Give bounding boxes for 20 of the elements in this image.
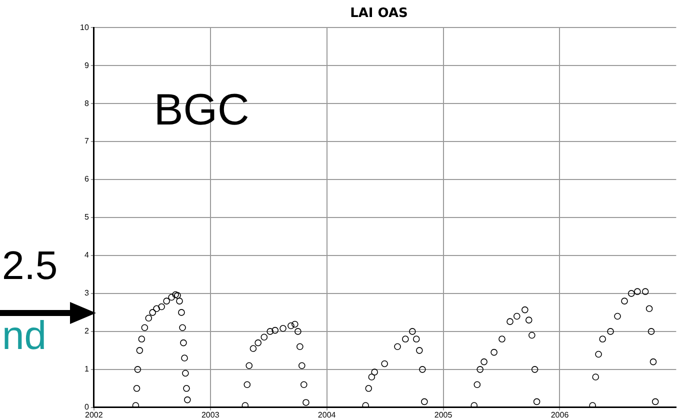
y-tick-label: 0 bbox=[84, 402, 90, 412]
y-tick-label: 8 bbox=[84, 98, 90, 108]
y-tick-label: 7 bbox=[84, 136, 90, 146]
y-tick-label: 6 bbox=[84, 174, 90, 184]
x-tick-label: 2006 bbox=[550, 410, 570, 420]
x-tick-label: 2003 bbox=[201, 410, 220, 420]
chart-title: LAI OAS bbox=[350, 6, 408, 22]
y-tick-label: 5 bbox=[84, 212, 90, 222]
y-tick-label: 4 bbox=[84, 250, 90, 260]
y-tick-label: 2 bbox=[84, 326, 90, 336]
y-tick-label: 3 bbox=[84, 288, 90, 298]
x-tick-label: 2005 bbox=[434, 410, 453, 420]
text: 2.5 bbox=[2, 244, 58, 288]
x-tick-label: 2002 bbox=[85, 410, 104, 420]
text: nd bbox=[2, 314, 46, 358]
y-tick-label: 1 bbox=[84, 364, 90, 374]
y-tick-label: 10 bbox=[80, 22, 90, 32]
y-tick-label: 9 bbox=[84, 60, 90, 70]
annotation: BGC bbox=[154, 86, 250, 135]
x-tick-label: 2004 bbox=[318, 410, 336, 420]
